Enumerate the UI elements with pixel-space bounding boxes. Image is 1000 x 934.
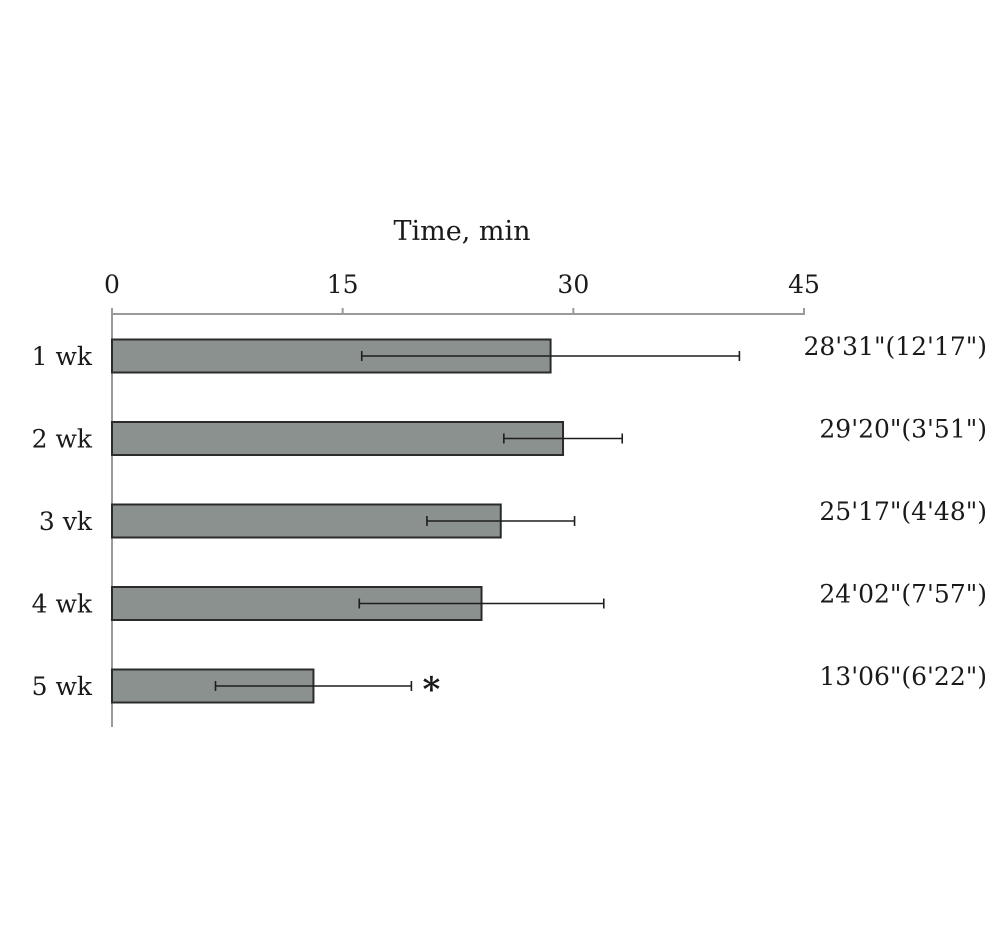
category-label: 3 vk xyxy=(39,507,93,536)
category-label: 4 wk xyxy=(32,590,93,619)
x-axis: 0 15 30 45 xyxy=(104,270,820,727)
value-annotation: 25'17"(4'48") xyxy=(819,497,987,526)
bars xyxy=(111,338,741,704)
value-annotation: 13'06"(6'22") xyxy=(819,662,987,691)
bar xyxy=(111,421,565,456)
bar xyxy=(111,668,315,704)
category-label: 2 wk xyxy=(32,425,93,454)
value-annotation: 29'20"(3'51") xyxy=(819,415,987,444)
x-tick-label: 30 xyxy=(557,270,589,299)
value-annotations: 28'31"(12'17") 29'20"(3'51") 25'17"(4'48")… xyxy=(423,332,987,710)
x-axis-title: Time, min xyxy=(393,216,530,247)
x-tick-label: 0 xyxy=(104,270,120,299)
category-label: 5 wk xyxy=(32,672,93,701)
value-annotation: 24'02"(7'57") xyxy=(819,580,987,609)
category-labels: 1 wk 2 wk 3 vk 4 wk 5 wk xyxy=(32,342,93,701)
x-tick-label: 45 xyxy=(788,270,820,299)
significance-marker: * xyxy=(423,670,441,710)
x-tick-label: 15 xyxy=(327,270,359,299)
category-label: 1 wk xyxy=(32,342,93,371)
value-annotation: 28'31"(12'17") xyxy=(804,332,988,361)
